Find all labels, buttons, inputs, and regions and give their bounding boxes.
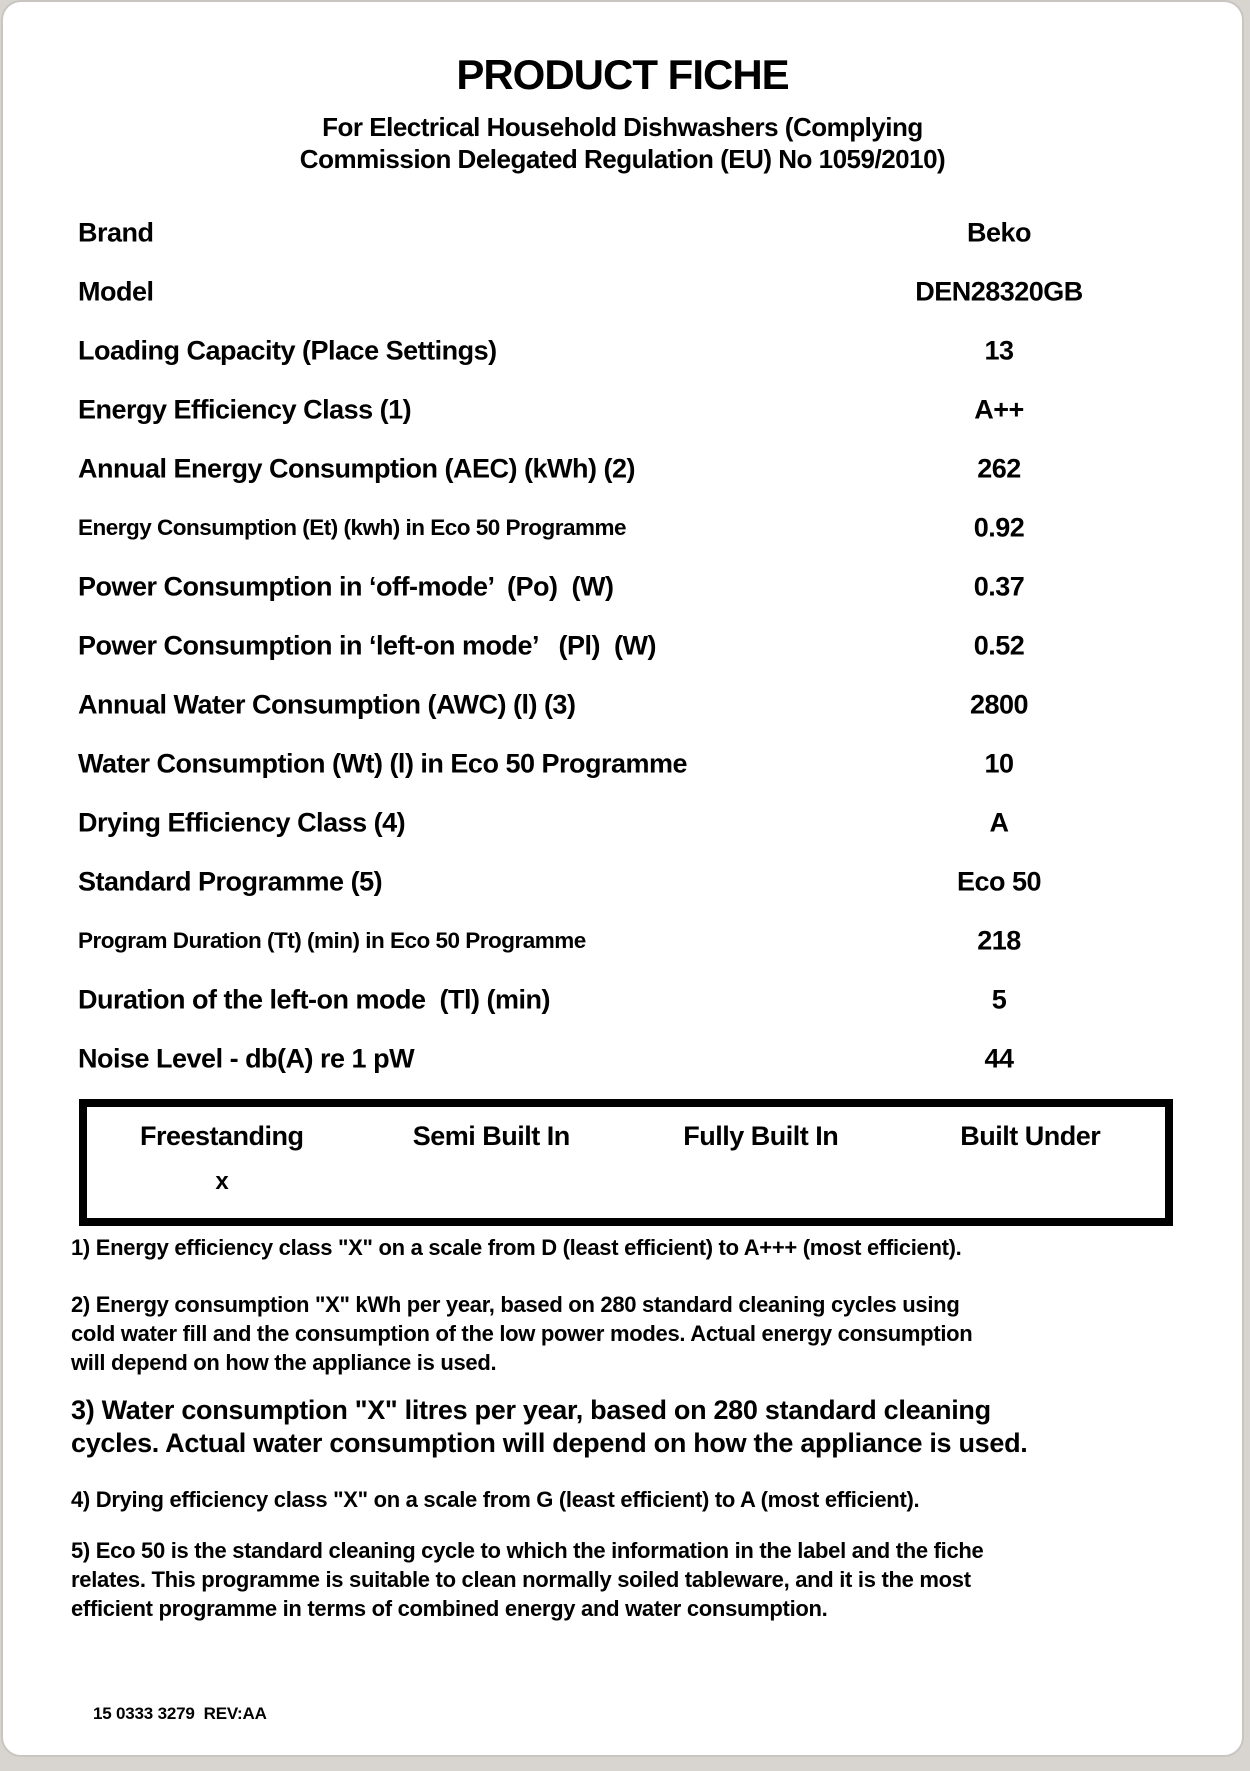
footnote: 3) Water consumption "X" litres per year… (71, 1395, 1028, 1458)
spec-row: Annual Water Consumption (AWC) (l) (3) 28… (3, 675, 1242, 734)
spec-row: Energy Consumption (Et) (kwh) in Eco 50 … (3, 498, 1242, 557)
spec-row: Energy Efficiency Class (1) A++ (3, 380, 1242, 439)
spec-label: Annual Water Consumption (AWC) (l) (3) (78, 689, 576, 719)
spec-row: Power Consumption in ‘left-on mode’ (Pl)… (3, 616, 1242, 675)
spec-label: Duration of the left-on mode (Tl) (min) (78, 984, 550, 1014)
footnote: 1) Energy efficiency class "X" on a scal… (71, 1235, 962, 1260)
spec-row: Drying Efficiency Class (4) A (3, 793, 1242, 852)
footnote: 2) Energy consumption "X" kWh per year, … (71, 1292, 973, 1375)
spec-value: 0.92 (973, 512, 1025, 542)
spec-label: Loading Capacity (Place Settings) (78, 335, 497, 365)
spec-row: Program Duration (Tt) (min) in Eco 50 Pr… (3, 911, 1242, 970)
spec-label: Power Consumption in ‘off-mode’ (Po) (W) (78, 571, 614, 601)
document-code: 15 0333 3279 REV:AA (93, 1704, 267, 1723)
installation-option: Built Under (896, 1121, 1166, 1196)
footnote: 5) Eco 50 is the standard cleaning cycle… (71, 1538, 984, 1621)
footnote: 4) Drying efficiency class "X" on a scal… (71, 1487, 920, 1512)
spec-value: 262 (977, 453, 1021, 483)
installation-option-label: Semi Built In (412, 1121, 571, 1151)
installation-option-label: Built Under (960, 1121, 1101, 1151)
spec-value: 44 (984, 1043, 1014, 1073)
spec-label: Model (78, 276, 154, 306)
spec-value: 0.52 (973, 630, 1025, 660)
spec-row: Noise Level - db(A) re 1 pW 44 (3, 1029, 1242, 1088)
installation-option: Freestanding x (87, 1121, 357, 1196)
spec-row: Model DEN28320GB (3, 262, 1242, 321)
spec-value: Beko (966, 217, 1032, 247)
spec-label: Brand (78, 217, 154, 247)
installation-option: Fully Built In (626, 1121, 896, 1196)
spec-label: Energy Efficiency Class (1) (78, 394, 412, 424)
installation-option-mark (357, 1168, 627, 1196)
installation-option-mark (896, 1168, 1166, 1196)
spec-label: Power Consumption in ‘left-on mode’ (Pl)… (78, 630, 656, 660)
installation-option-label: Freestanding (139, 1121, 304, 1151)
spec-label: Annual Energy Consumption (AEC) (kWh) (2… (78, 453, 635, 483)
spec-row: Power Consumption in ‘off-mode’ (Po) (W)… (3, 557, 1242, 616)
page-title: PRODUCT FICHE (456, 51, 789, 98)
spec-value: 10 (984, 748, 1014, 778)
spec-row: Annual Energy Consumption (AEC) (kWh) (2… (3, 439, 1242, 498)
installation-option-mark: x (215, 1168, 229, 1195)
spec-value: 2800 (969, 689, 1029, 719)
spec-label: Drying Efficiency Class (4) (78, 807, 406, 837)
spec-value: 0.37 (973, 571, 1025, 601)
spec-value: A (989, 807, 1010, 837)
installation-option-label: Fully Built In (683, 1121, 839, 1151)
spec-value: Eco 50 (956, 866, 1042, 896)
spec-value: 13 (984, 335, 1014, 365)
spec-value: DEN28320GB (915, 276, 1083, 306)
spec-value: 5 (991, 984, 1007, 1014)
spec-label: Standard Programme (5) (78, 866, 383, 896)
spec-label: Energy Consumption (Et) (kwh) in Eco 50 … (78, 514, 627, 540)
installation-options: Freestanding x Semi Built In Fully Built In… (87, 1121, 1165, 1196)
spec-value: 218 (977, 925, 1021, 955)
spec-label: Water Consumption (Wt) (l) in Eco 50 Pro… (78, 748, 688, 778)
spec-row: Duration of the left-on mode (Tl) (min) 5 (3, 970, 1242, 1029)
spec-row: Water Consumption (Wt) (l) in Eco 50 Pro… (3, 734, 1242, 793)
page-subtitle: For Electrical Household Dishwashers (Co… (299, 112, 946, 174)
installation-type-box: Freestanding x Semi Built In Fully Built In… (79, 1099, 1173, 1226)
spec-table: Brand Beko Model DEN28320GB Loading Capacity… (3, 203, 1242, 1088)
installation-option: Semi Built In (357, 1121, 627, 1196)
spec-row: Loading Capacity (Place Settings) 13 (3, 321, 1242, 380)
spec-label: Program Duration (Tt) (min) in Eco 50 Pr… (78, 927, 586, 953)
spec-value: A++ (974, 394, 1024, 424)
spec-row: Standard Programme (5) Eco 50 (3, 852, 1242, 911)
spec-row: Brand Beko (3, 203, 1242, 262)
spec-label: Noise Level - db(A) re 1 pW (78, 1043, 415, 1073)
installation-option-mark (626, 1168, 896, 1196)
